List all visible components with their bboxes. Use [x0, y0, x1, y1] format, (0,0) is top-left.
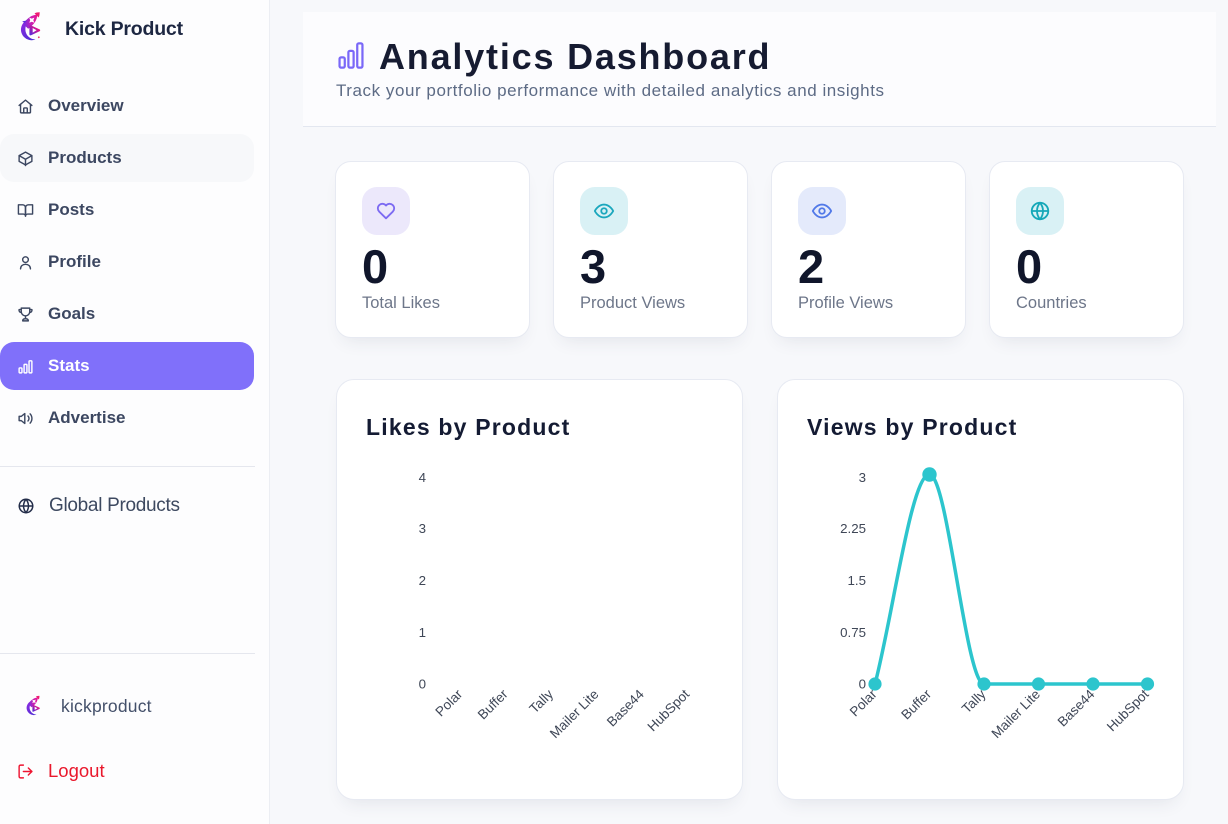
svg-text:2: 2 [419, 573, 426, 588]
svg-text:4: 4 [419, 470, 426, 485]
svg-text:0: 0 [859, 677, 866, 692]
svg-text:HubSpot: HubSpot [645, 686, 693, 734]
svg-text:Base44: Base44 [1055, 686, 1098, 729]
svg-text:Tally: Tally [959, 686, 989, 716]
svg-text:Buffer: Buffer [898, 686, 934, 722]
svg-text:2.25: 2.25 [840, 521, 866, 536]
svg-text:1: 1 [419, 625, 426, 640]
svg-text:0.75: 0.75 [840, 625, 866, 640]
svg-text:HubSpot: HubSpot [1104, 686, 1152, 734]
svg-text:0: 0 [419, 677, 426, 692]
svg-text:Mailer Lite: Mailer Lite [547, 687, 602, 742]
svg-text:Tally: Tally [526, 686, 556, 716]
svg-text:Base44: Base44 [604, 686, 647, 729]
svg-text:3: 3 [419, 521, 426, 536]
svg-text:Polar: Polar [432, 686, 465, 719]
svg-text:Buffer: Buffer [475, 686, 511, 722]
svg-text:3: 3 [859, 470, 866, 485]
svg-text:Polar: Polar [847, 686, 880, 719]
svg-text:Mailer Lite: Mailer Lite [988, 687, 1043, 742]
svg-text:1.5: 1.5 [848, 573, 867, 588]
